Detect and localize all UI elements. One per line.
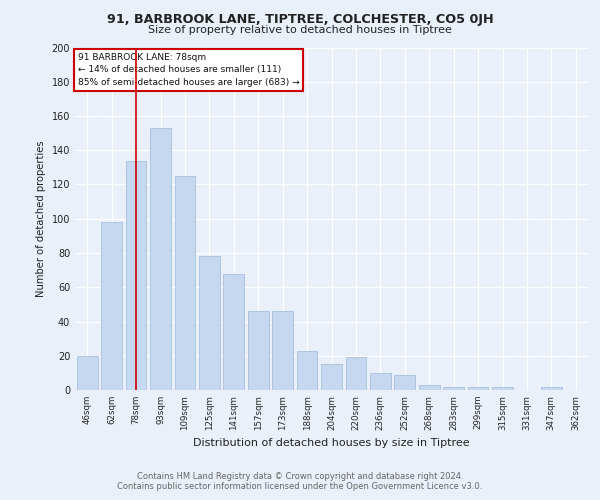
Bar <box>199 256 220 390</box>
Bar <box>541 386 562 390</box>
Text: Contains public sector information licensed under the Open Government Licence v3: Contains public sector information licen… <box>118 482 482 491</box>
Bar <box>467 386 488 390</box>
Bar <box>394 374 415 390</box>
Text: 91, BARBROOK LANE, TIPTREE, COLCHESTER, CO5 0JH: 91, BARBROOK LANE, TIPTREE, COLCHESTER, … <box>107 12 493 26</box>
Bar <box>296 350 317 390</box>
Bar <box>248 311 269 390</box>
Y-axis label: Number of detached properties: Number of detached properties <box>36 140 46 297</box>
Text: Contains HM Land Registry data © Crown copyright and database right 2024.: Contains HM Land Registry data © Crown c… <box>137 472 463 481</box>
Bar <box>77 356 98 390</box>
Bar <box>175 176 196 390</box>
Text: 91 BARBROOK LANE: 78sqm
← 14% of detached houses are smaller (111)
85% of semi-d: 91 BARBROOK LANE: 78sqm ← 14% of detache… <box>77 52 299 88</box>
Bar <box>443 386 464 390</box>
Bar <box>492 386 513 390</box>
Bar <box>101 222 122 390</box>
Text: Size of property relative to detached houses in Tiptree: Size of property relative to detached ho… <box>148 25 452 35</box>
X-axis label: Distribution of detached houses by size in Tiptree: Distribution of detached houses by size … <box>193 438 470 448</box>
Bar <box>346 358 367 390</box>
Bar <box>125 160 146 390</box>
Bar <box>150 128 171 390</box>
Bar <box>370 373 391 390</box>
Bar <box>272 311 293 390</box>
Bar <box>321 364 342 390</box>
Bar <box>419 385 440 390</box>
Bar <box>223 274 244 390</box>
